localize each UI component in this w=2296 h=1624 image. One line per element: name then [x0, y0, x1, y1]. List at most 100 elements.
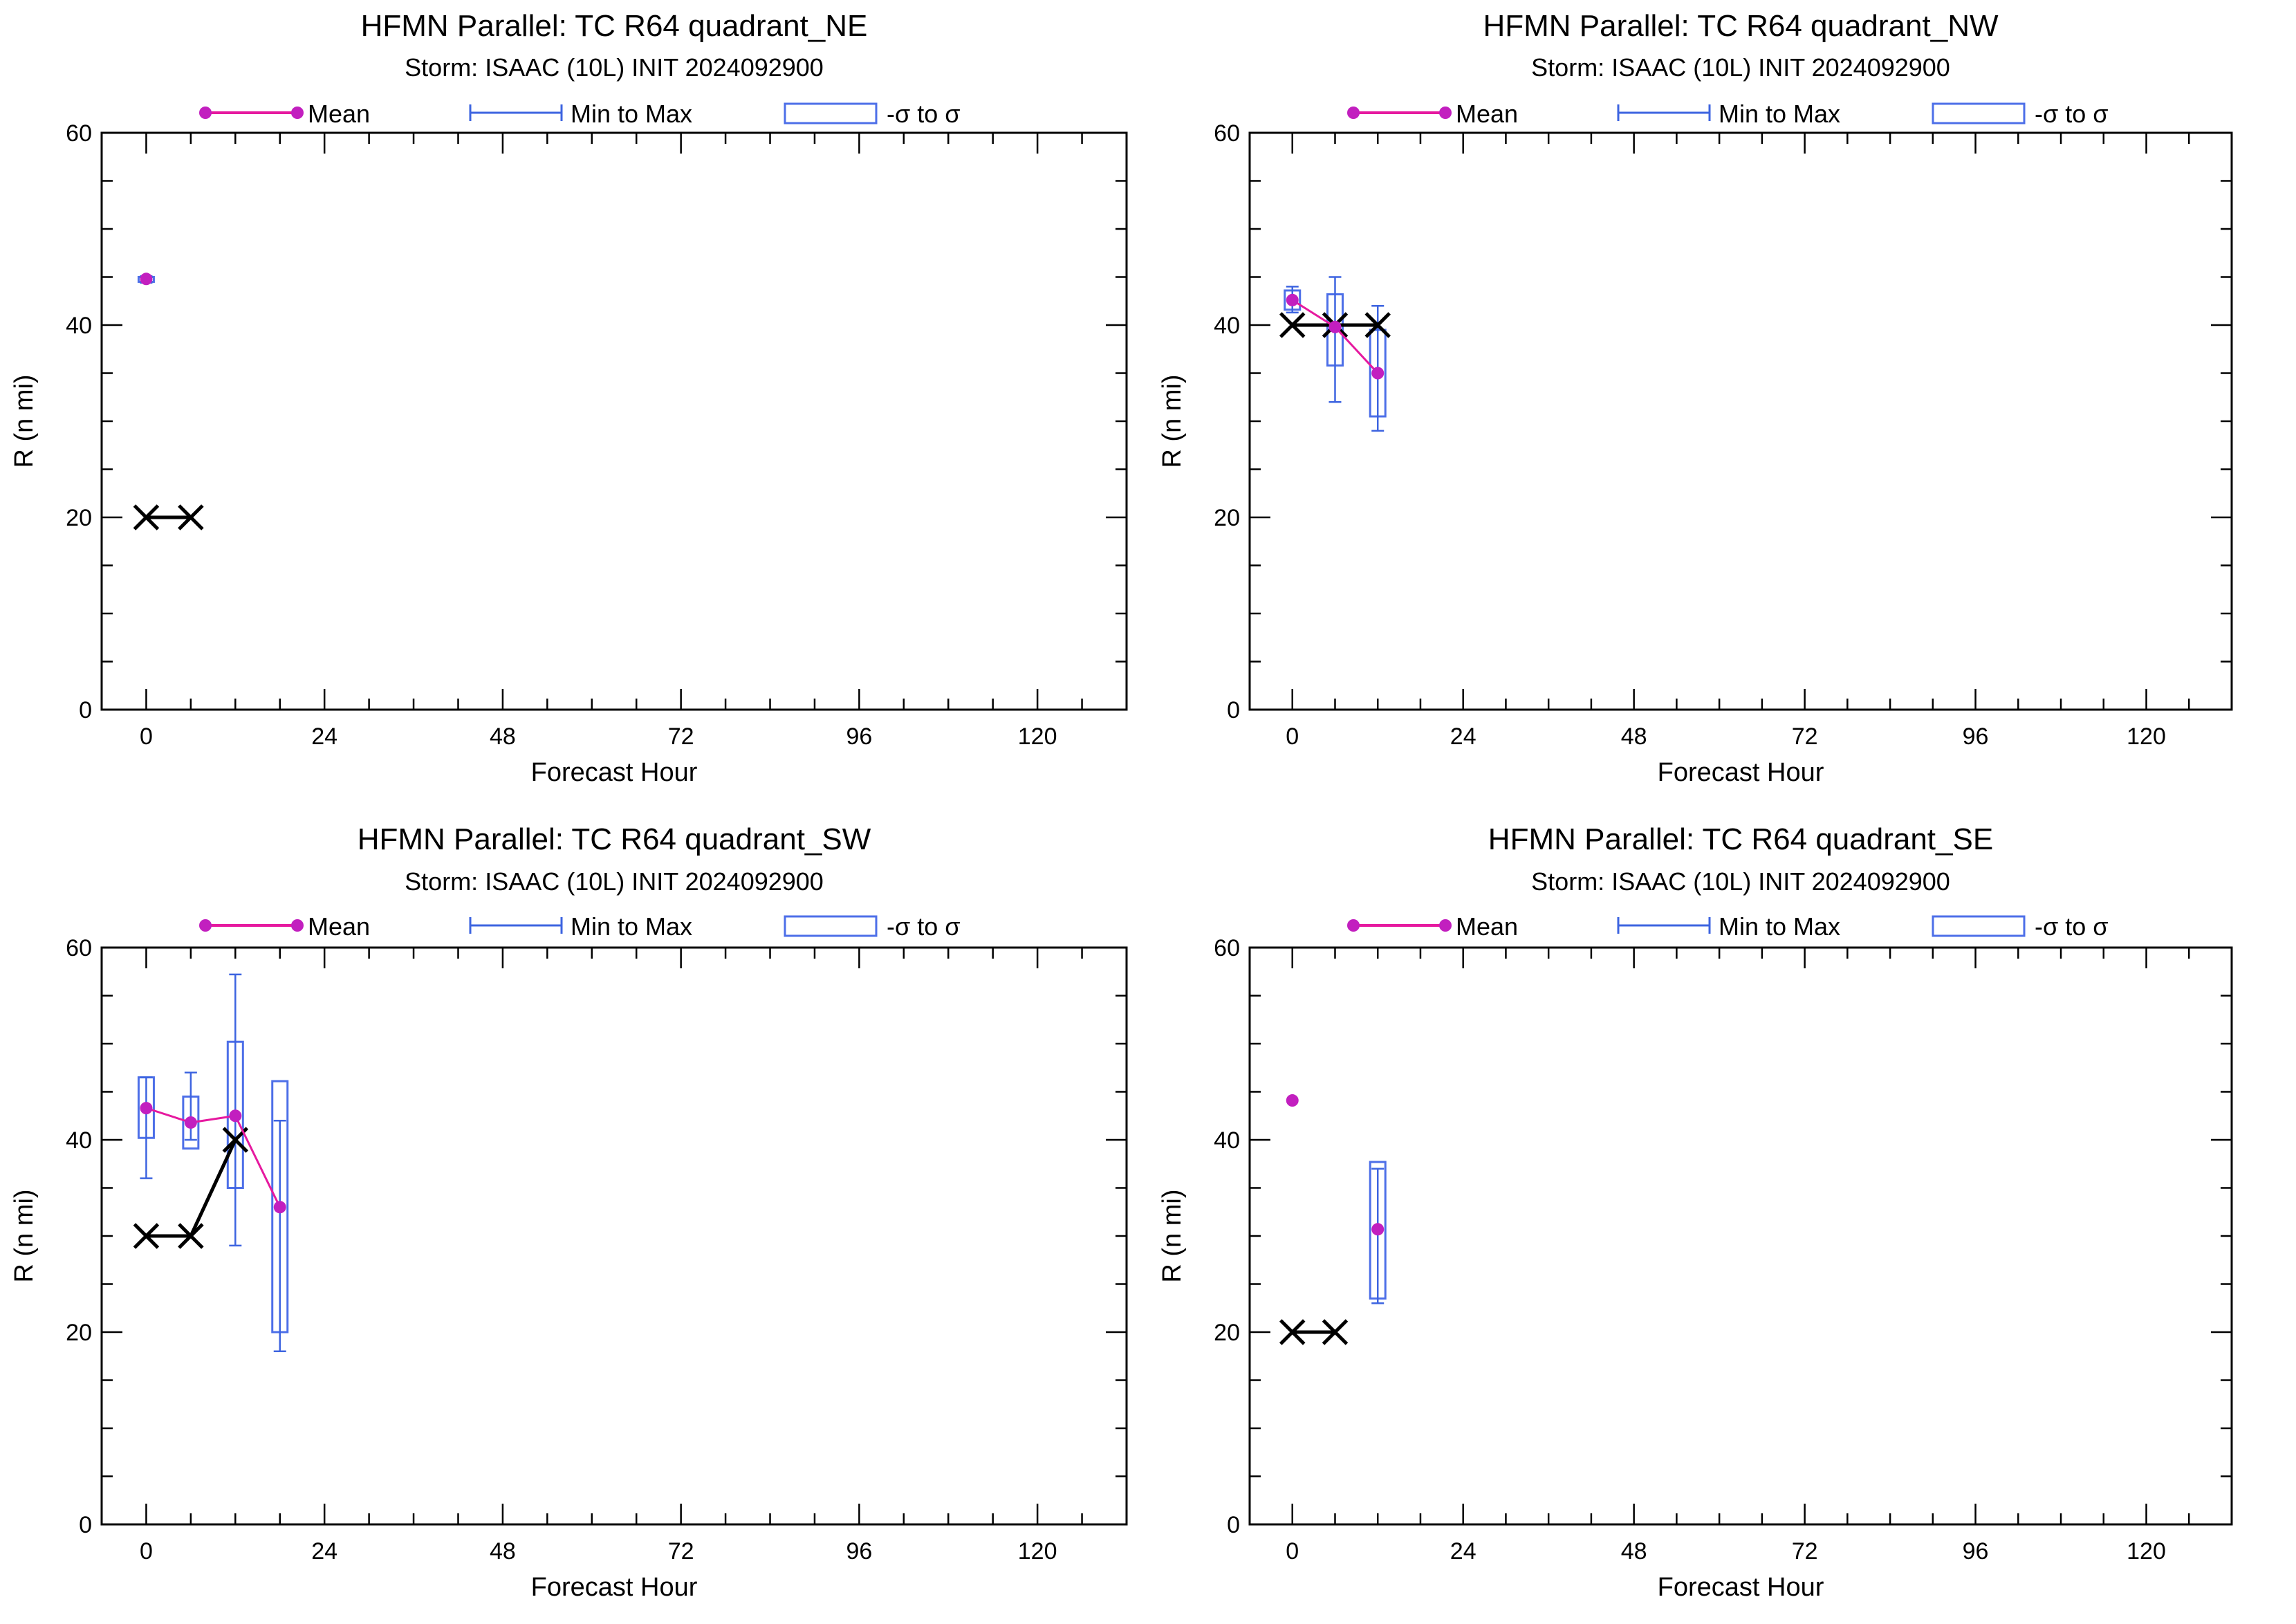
- legend-sigma-box: [784, 915, 878, 937]
- legend-sigma-box: [1932, 102, 2026, 124]
- chart-panel-nw: HFMN Parallel: TC R64 quadrant_NW Storm:…: [1158, 9, 2233, 787]
- x-tick-label: 0: [140, 1538, 153, 1565]
- mean-line: [190, 1114, 236, 1124]
- y-tick-label: 40: [1214, 313, 1240, 339]
- chart-panel-se: HFMN Parallel: TC R64 quadrant_SE Storm:…: [1158, 822, 2233, 1602]
- chart-subtitle: Storm: ISAAC (10L) INIT 2024092900: [405, 867, 824, 896]
- legend-mean-marker: [199, 107, 212, 119]
- y-axis-label: R (n mi): [1158, 374, 1187, 468]
- observed-marker: [133, 504, 160, 530]
- legend-sigma-label: -σ to σ: [887, 100, 960, 128]
- x-tick-label: 48: [490, 1538, 516, 1565]
- y-axis-label: R (n mi): [10, 374, 39, 468]
- x-tick-label: 120: [1018, 1538, 1057, 1565]
- y-tick-label: 0: [1227, 1512, 1240, 1538]
- plot-frame: [100, 946, 1128, 1526]
- x-tick-label: 96: [1963, 723, 1989, 750]
- chart-subtitle: Storm: ISAAC (10L) INIT 2024092900: [1531, 867, 1950, 896]
- x-tick-label: 0: [1286, 1538, 1299, 1565]
- x-tick-label: 24: [1450, 723, 1476, 750]
- y-tick-label: 0: [79, 1512, 92, 1538]
- legend-mean-label: Mean: [308, 100, 370, 128]
- x-tick-label: 0: [1286, 723, 1299, 750]
- x-tick-label: 24: [1450, 1538, 1476, 1565]
- chart-title: HFMN Parallel: TC R64 quadrant_SE: [1488, 822, 1993, 856]
- x-axis-label: Forecast Hour: [1658, 758, 1824, 787]
- legend-minmax-label: Min to Max: [571, 912, 692, 941]
- legend-minmax-label: Min to Max: [1719, 100, 1840, 128]
- x-tick-label: 72: [1792, 723, 1818, 750]
- legend-mean-label: Mean: [1456, 912, 1518, 941]
- observed-line: [146, 1138, 237, 1238]
- x-tick-label: 24: [311, 1538, 337, 1565]
- y-tick-label: 0: [79, 697, 92, 723]
- y-tick-label: 20: [66, 505, 92, 531]
- mean-line: [234, 1115, 281, 1208]
- mean-point: [184, 1116, 197, 1129]
- chart-panel-sw: HFMN Parallel: TC R64 quadrant_SW Storm:…: [10, 822, 1128, 1602]
- legend-mean-marker: [291, 919, 304, 932]
- mean-point: [1328, 320, 1342, 333]
- legend-mean-label: Mean: [1456, 100, 1518, 128]
- plot-frame: [1248, 946, 2233, 1526]
- y-tick-label: 40: [1214, 1127, 1240, 1154]
- x-tick-label: 72: [1792, 1538, 1818, 1565]
- mean-point: [1371, 367, 1385, 380]
- y-tick-label: 60: [66, 120, 92, 147]
- y-axis-label: R (n mi): [10, 1189, 39, 1282]
- mean-line: [1291, 299, 1336, 329]
- legend-minmax-label: Min to Max: [571, 100, 692, 128]
- legend-mean-marker: [1439, 107, 1452, 119]
- observed-marker: [1364, 312, 1391, 338]
- legend-mean-marker: [1439, 919, 1452, 932]
- y-tick-label: 60: [1214, 935, 1240, 961]
- y-tick-label: 60: [66, 935, 92, 961]
- chart-title: HFMN Parallel: TC R64 quadrant_NW: [1483, 9, 1999, 43]
- x-axis-label: Forecast Hour: [531, 758, 698, 787]
- chart-subtitle: Storm: ISAAC (10L) INIT 2024092900: [405, 53, 824, 82]
- chart-title: HFMN Parallel: TC R64 quadrant_NE: [361, 9, 868, 43]
- mean-point: [273, 1201, 286, 1214]
- y-axis-label: R (n mi): [1158, 1189, 1187, 1282]
- y-tick-label: 20: [66, 1320, 92, 1346]
- chart-panel-ne: HFMN Parallel: TC R64 quadrant_NE Storm:…: [10, 9, 1128, 787]
- y-tick-label: 40: [66, 1127, 92, 1154]
- legend-minmax-label: Min to Max: [1719, 912, 1840, 941]
- mean-point: [140, 273, 153, 286]
- y-tick-label: 20: [1214, 1320, 1240, 1346]
- observed-marker: [1279, 312, 1306, 338]
- observed-marker: [1279, 1319, 1306, 1345]
- mean-line: [1334, 326, 1379, 374]
- x-tick-label: 24: [311, 723, 337, 750]
- mean-point: [1371, 1223, 1385, 1236]
- legend-mean-marker: [1347, 107, 1360, 119]
- chart-title: HFMN Parallel: TC R64 quadrant_SW: [358, 822, 871, 856]
- legend-sigma-box: [1932, 915, 2026, 937]
- plot-frame: [1248, 131, 2233, 711]
- chart-subtitle: Storm: ISAAC (10L) INIT 2024092900: [1531, 53, 1950, 82]
- x-tick-label: 48: [490, 723, 516, 750]
- plot-frame: [100, 131, 1128, 711]
- x-tick-label: 96: [1963, 1538, 1989, 1565]
- observed-marker: [178, 1223, 204, 1249]
- x-tick-label: 120: [2127, 723, 2166, 750]
- y-tick-label: 60: [1214, 120, 1240, 147]
- y-tick-label: 0: [1227, 697, 1240, 723]
- observed-marker: [133, 1223, 160, 1249]
- mean-point: [140, 1102, 153, 1115]
- x-tick-label: 120: [1018, 723, 1057, 750]
- legend-mean-label: Mean: [308, 912, 370, 941]
- legend-sigma-label: -σ to σ: [2035, 912, 2108, 941]
- x-tick-label: 72: [668, 1538, 694, 1565]
- legend-sigma-label: -σ to σ: [2035, 100, 2108, 128]
- y-tick-label: 40: [66, 313, 92, 339]
- mean-point: [1286, 1094, 1299, 1107]
- mean-point: [1286, 293, 1299, 306]
- mean-point: [229, 1109, 242, 1123]
- legend-mean-marker: [1347, 919, 1360, 932]
- observed-marker: [178, 504, 204, 530]
- x-axis-label: Forecast Hour: [531, 1573, 698, 1602]
- x-tick-label: 48: [1621, 1538, 1647, 1565]
- x-tick-label: 0: [140, 723, 153, 750]
